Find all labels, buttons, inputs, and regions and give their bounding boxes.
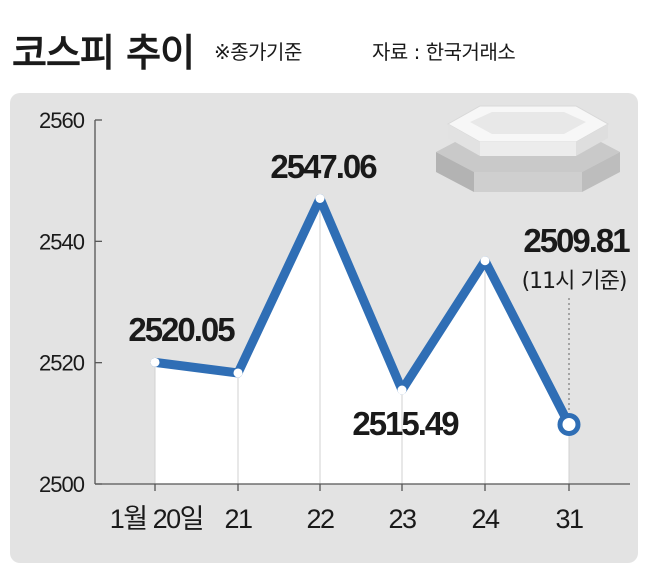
data-point <box>480 256 490 266</box>
series-line <box>150 194 574 429</box>
data-point <box>150 357 160 367</box>
data-label: 2520.05 <box>128 311 235 348</box>
y-tick-label: 2540 <box>39 229 85 254</box>
x-tick-label: 23 <box>388 504 416 534</box>
chart-title: 코스피 추이 <box>12 31 195 75</box>
data-label: 2509.81 <box>523 222 630 259</box>
data-point <box>557 412 581 436</box>
y-tick-label: 2560 <box>39 108 85 133</box>
x-tick-label: 22 <box>306 504 334 534</box>
data-point <box>315 194 325 204</box>
data-label: 2547.06 <box>270 148 377 185</box>
x-tick-label: 21 <box>224 504 252 534</box>
chart-subtitle: ※종가기준 <box>214 40 302 64</box>
x-tick-label: 24 <box>471 504 500 534</box>
area-fill <box>155 198 569 484</box>
data-label: 2515.49 <box>352 405 459 442</box>
y-tick-label: 2520 <box>39 351 85 376</box>
last-point-note: (11시 기준) <box>522 269 627 294</box>
x-tick-label: 1월 20일 <box>110 504 203 534</box>
chart-source: 자료 : 한국거래소 <box>372 40 516 64</box>
hexagon-plateau-icon <box>436 105 620 192</box>
y-tick-label: 2500 <box>39 472 85 497</box>
data-point <box>233 368 243 378</box>
x-tick-label: 31 <box>555 504 583 534</box>
data-point <box>397 385 407 395</box>
